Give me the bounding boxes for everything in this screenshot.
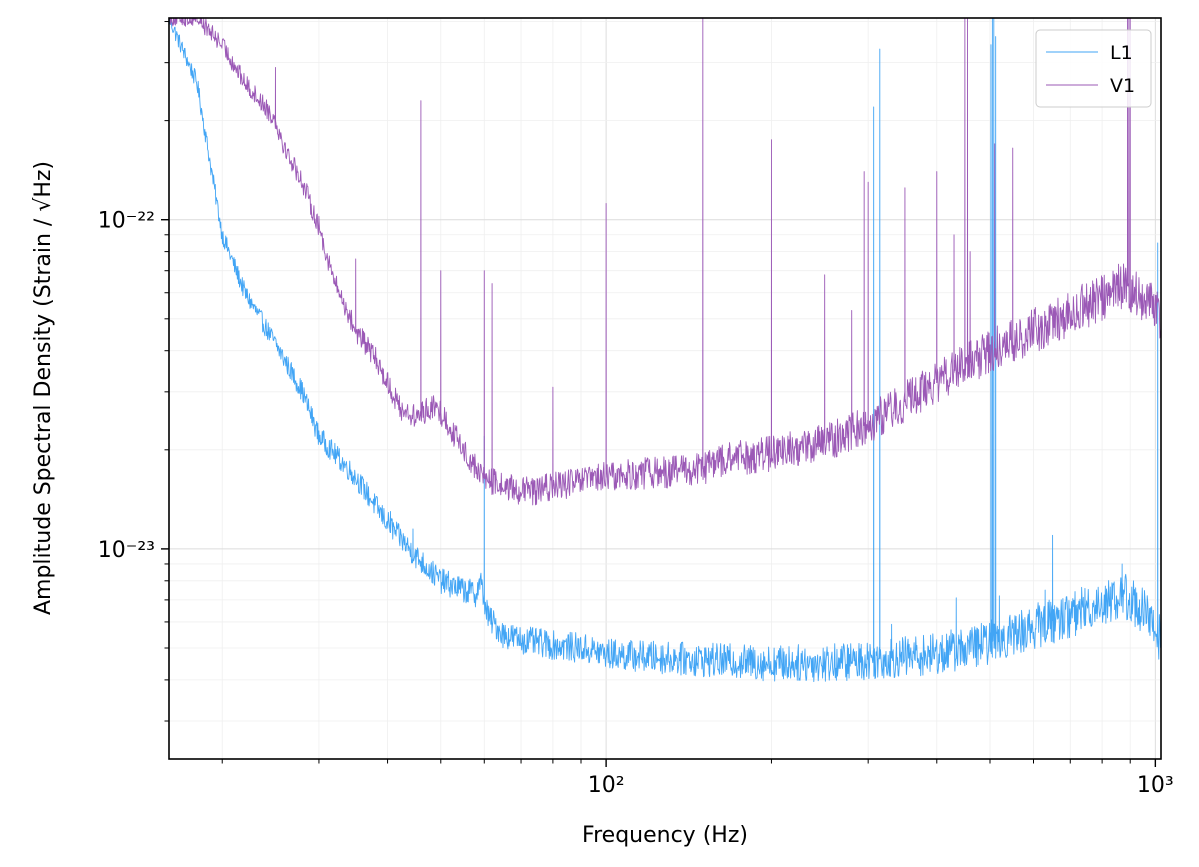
y-tick-label: 10⁻²² bbox=[98, 209, 155, 234]
y-tick-label: 10⁻²³ bbox=[98, 538, 155, 563]
legend-label-l1: L1 bbox=[1110, 42, 1133, 64]
legend: L1 V1 bbox=[1035, 29, 1152, 108]
x-tick-label: 10² bbox=[588, 773, 625, 798]
grid bbox=[169, 18, 1161, 759]
series-lines bbox=[169, 18, 1161, 683]
plot-frame bbox=[168, 17, 1162, 760]
series-line-v1 bbox=[169, 18, 1161, 506]
x-axis-label: Frequency (Hz) bbox=[582, 823, 748, 848]
x-tick-label: 10³ bbox=[1137, 773, 1174, 798]
series-line-l1 bbox=[169, 18, 1161, 683]
axis-ticks: 10² 10³ 10⁻²³ 10⁻²² bbox=[98, 21, 1174, 798]
legend-box bbox=[1035, 29, 1152, 108]
legend-label-v1: V1 bbox=[1110, 75, 1135, 97]
y-axis-label: Amplitude Spectral Density (Strain / √Hz… bbox=[31, 161, 56, 615]
